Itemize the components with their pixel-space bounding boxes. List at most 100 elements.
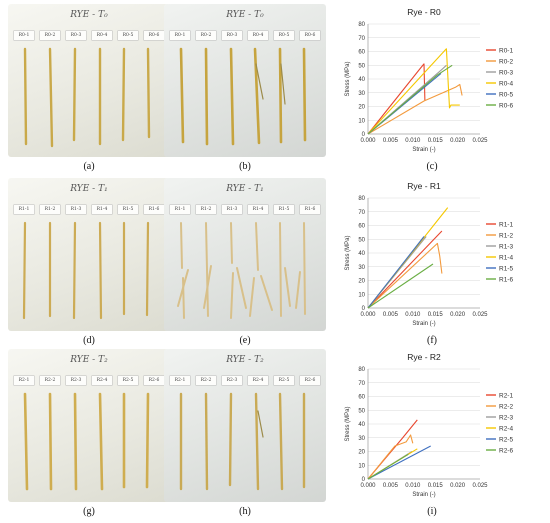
legend-label: R1-6 [499, 276, 513, 283]
legend-label: R1-2 [499, 232, 513, 239]
specimen-tag: R1-3 [66, 205, 86, 214]
legend-label: R1-4 [499, 254, 513, 261]
legend-label: R2-6 [499, 447, 513, 454]
x-tick-label: 0.000 [360, 138, 376, 144]
stress-strain-chart-r1: Rye - R1 0 10 20 30 40 50 60 70 80 0.000 0.005 0.010… [340, 178, 530, 338]
legend-label: R0-4 [499, 80, 513, 87]
legend-label: R1-3 [499, 243, 513, 250]
figure-caption: (b) [239, 161, 251, 172]
series-line [367, 48, 460, 135]
specimen-tag: R2-2 [196, 376, 216, 385]
y-axis-label: Stress (MPa) [345, 406, 351, 441]
specimen-tag: R0-6 [144, 31, 164, 40]
specimen-tag: R2-5 [274, 376, 294, 385]
x-tick-label: 0.025 [472, 138, 488, 144]
y-tick-label: 80 [358, 367, 365, 373]
specimen-tag: R1-1 [14, 205, 34, 214]
legend-label: R0-5 [499, 91, 513, 98]
legend-label: R2-4 [499, 425, 513, 432]
chart-title: Rye - R1 [407, 181, 441, 191]
specimen-tag: R2-4 [92, 376, 112, 385]
specimen-tag: R0-1 [14, 31, 34, 40]
y-tick-label: 50 [358, 408, 365, 414]
y-tick-label: 40 [358, 77, 365, 83]
series-line [367, 83, 463, 135]
y-tick-label: 60 [358, 50, 365, 56]
y-tick-label: 20 [358, 105, 365, 111]
x-tick-label: 0.020 [450, 138, 466, 144]
tag-row: R0-1 R0-2 R0-3 R0-4 R0-5 R0-6 [14, 31, 164, 40]
specimen-tag: R1-1 [170, 205, 190, 214]
x-tick-label: 0.015 [428, 138, 444, 144]
x-tick-label: 0.025 [472, 312, 488, 318]
specimen-tag: R0-4 [92, 31, 112, 40]
figure-caption: (a) [83, 161, 95, 172]
y-tick-label: 70 [358, 210, 365, 216]
y-tick-label: 20 [358, 279, 365, 285]
x-tick-label: 0.020 [450, 483, 466, 489]
tag-row: R2-1 R2-2 R2-3 R2-4 R2-5 R2-6 [170, 376, 320, 385]
legend-label: R0-3 [499, 69, 513, 76]
broken-straw-stalks-illustration [177, 222, 306, 319]
figure-caption: (h) [239, 506, 251, 517]
figure-caption: (f) [427, 335, 437, 346]
photo-title: RYE - T₁ [70, 184, 108, 194]
photo-title: RYE - T₂ [70, 355, 108, 365]
stress-strain-chart-r0: Rye - R0 0 10 20 30 40 50 60 70 80 0.000 0.005 0.010… [340, 4, 530, 164]
straw-stalks-illustration [179, 47, 307, 146]
legend-label: R2-1 [499, 392, 513, 399]
chart-title: Rye - R2 [407, 352, 441, 362]
x-axis-label: Strain (-) [412, 147, 435, 153]
legend-label: R0-6 [499, 102, 513, 109]
specimen-tag: R2-4 [248, 376, 268, 385]
specimen-tag: R2-2 [40, 376, 60, 385]
x-tick-label: 0.020 [450, 312, 466, 318]
figure-caption: (i) [427, 506, 437, 517]
specimen-tag: R0-3 [66, 31, 86, 40]
legend-label: R2-3 [499, 414, 513, 421]
series-line [367, 445, 431, 480]
figure-caption: (e) [239, 335, 251, 346]
y-tick-label: 0 [362, 477, 366, 483]
y-tick-label: 70 [358, 36, 365, 42]
specimen-tag: R0-1 [170, 31, 190, 40]
tag-row: R1-1 R1-2 R1-3 R1-4 R1-5 R1-6 [170, 205, 320, 214]
x-tick-label: 0.000 [360, 483, 376, 489]
legend-label: R1-5 [499, 265, 513, 272]
chart-svg: Rye - R0 0 10 20 30 40 50 60 70 80 0.000 0.005 0.010… [345, 7, 513, 153]
y-tick-label: 0 [362, 132, 366, 138]
y-tick-label: 10 [358, 292, 365, 298]
photo-title: RYE - T₂ [226, 355, 264, 365]
straw-stalks-illustration [23, 47, 151, 148]
series-line [367, 242, 443, 309]
y-tick-label: 30 [358, 91, 365, 97]
specimen-tag: R0-5 [274, 31, 294, 40]
specimen-photo-g: RYE - T₂ R2-1 R2-2 R2-3 R2-4 R2-5 R2-6 [8, 349, 170, 502]
specimen-tag: R1-4 [92, 205, 112, 214]
y-axis-label: Stress (MPa) [345, 61, 351, 96]
x-tick-label: 0.010 [405, 312, 421, 318]
specimen-tag: R1-2 [196, 205, 216, 214]
tag-row: R2-1 R2-2 R2-3 R2-4 R2-5 R2-6 [14, 376, 164, 385]
specimen-tag: R1-6 [300, 205, 320, 214]
specimen-tag: R1-2 [40, 205, 60, 214]
x-tick-label: 0.005 [383, 483, 399, 489]
specimen-photo-d: RYE - T₁ R1-1 R1-2 R1-3 R1-4 R1-5 R1-6 [8, 178, 170, 331]
y-axis-label: Stress (MPa) [345, 235, 351, 270]
series-line [367, 453, 409, 480]
legend-label: R2-2 [499, 403, 513, 410]
stress-strain-chart-r2: Rye - R2 0 10 20 30 40 50 60 70 80 0.000 0.005 0.010… [340, 349, 530, 509]
straw-stalks-illustration [179, 392, 306, 491]
specimen-photo-h: RYE - T₂ R2-1 R2-2 R2-3 R2-4 R2-5 R2-6 [164, 349, 326, 502]
photo-title: RYE - T₀ [226, 10, 264, 20]
specimen-tag: R1-3 [222, 205, 242, 214]
y-tick-label: 40 [358, 251, 365, 257]
y-tick-label: 0 [362, 306, 366, 312]
y-tick-label: 50 [358, 237, 365, 243]
figure-caption: (c) [426, 161, 438, 172]
specimen-tag: R1-6 [144, 205, 164, 214]
specimen-tag: R2-5 [118, 376, 138, 385]
y-tick-label: 30 [358, 436, 365, 442]
specimen-tag: R0-6 [300, 31, 320, 40]
y-tick-label: 10 [358, 118, 365, 124]
